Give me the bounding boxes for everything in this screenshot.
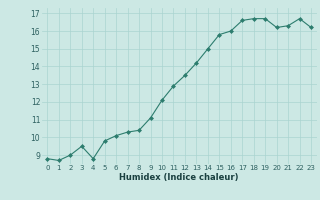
X-axis label: Humidex (Indice chaleur): Humidex (Indice chaleur) [119, 173, 239, 182]
